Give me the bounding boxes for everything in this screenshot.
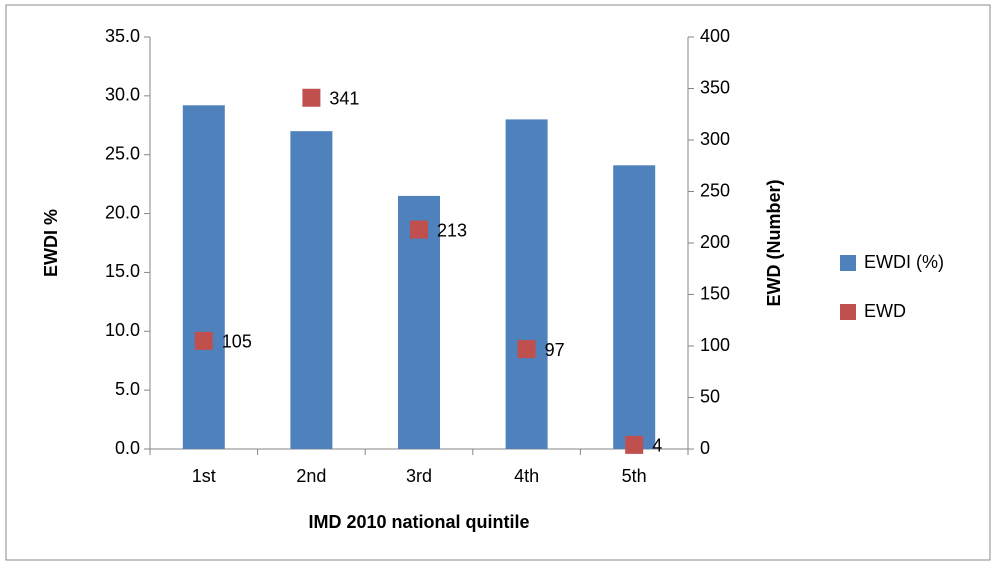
y-tick-label: 35.0 bbox=[105, 26, 140, 46]
x-axis-title: IMD 2010 national quintile bbox=[308, 512, 529, 532]
y2-axis-title: EWD (Number) bbox=[764, 180, 784, 307]
legend-swatch bbox=[840, 304, 856, 320]
y2-tick-label: 0 bbox=[700, 438, 710, 458]
data-label: 105 bbox=[222, 332, 252, 352]
y-axis-title: EWDI % bbox=[41, 209, 61, 277]
y2-tick-label: 400 bbox=[700, 26, 730, 46]
y-tick-label: 10.0 bbox=[105, 320, 140, 340]
y2-tick-label: 100 bbox=[700, 335, 730, 355]
legend-swatch bbox=[840, 255, 856, 271]
legend-label: EWDI (%) bbox=[864, 252, 944, 272]
y-tick-label: 0.0 bbox=[115, 438, 140, 458]
x-tick-label: 2nd bbox=[296, 466, 326, 486]
bar bbox=[290, 131, 333, 449]
x-tick-label: 5th bbox=[622, 466, 647, 486]
y2-tick-label: 200 bbox=[700, 232, 730, 252]
x-tick-label: 1st bbox=[192, 466, 216, 486]
y-tick-label: 15.0 bbox=[105, 261, 140, 281]
y-tick-label: 20.0 bbox=[105, 202, 140, 222]
marker bbox=[410, 220, 428, 239]
legend-label: EWD bbox=[864, 301, 906, 321]
y-tick-label: 25.0 bbox=[105, 143, 140, 163]
chart-border bbox=[5, 4, 991, 561]
marker bbox=[302, 88, 321, 107]
x-tick-label: 4th bbox=[514, 466, 539, 486]
data-label: 341 bbox=[329, 89, 359, 109]
bar bbox=[182, 105, 225, 449]
data-label: 213 bbox=[437, 220, 467, 240]
x-tick-label: 3rd bbox=[406, 466, 432, 486]
y-tick-label: 30.0 bbox=[105, 85, 140, 105]
marker bbox=[517, 340, 536, 359]
marker bbox=[625, 435, 644, 454]
y2-tick-label: 350 bbox=[700, 77, 730, 97]
y-tick-label: 5.0 bbox=[115, 379, 140, 399]
bar bbox=[505, 119, 548, 450]
data-label: 97 bbox=[545, 340, 565, 360]
marker bbox=[194, 331, 213, 350]
y2-tick-label: 150 bbox=[700, 283, 730, 303]
bar bbox=[613, 165, 656, 449]
y2-tick-label: 250 bbox=[700, 180, 730, 200]
y2-tick-label: 300 bbox=[700, 129, 730, 149]
y2-tick-label: 50 bbox=[700, 386, 720, 406]
data-label: 4 bbox=[652, 436, 662, 456]
